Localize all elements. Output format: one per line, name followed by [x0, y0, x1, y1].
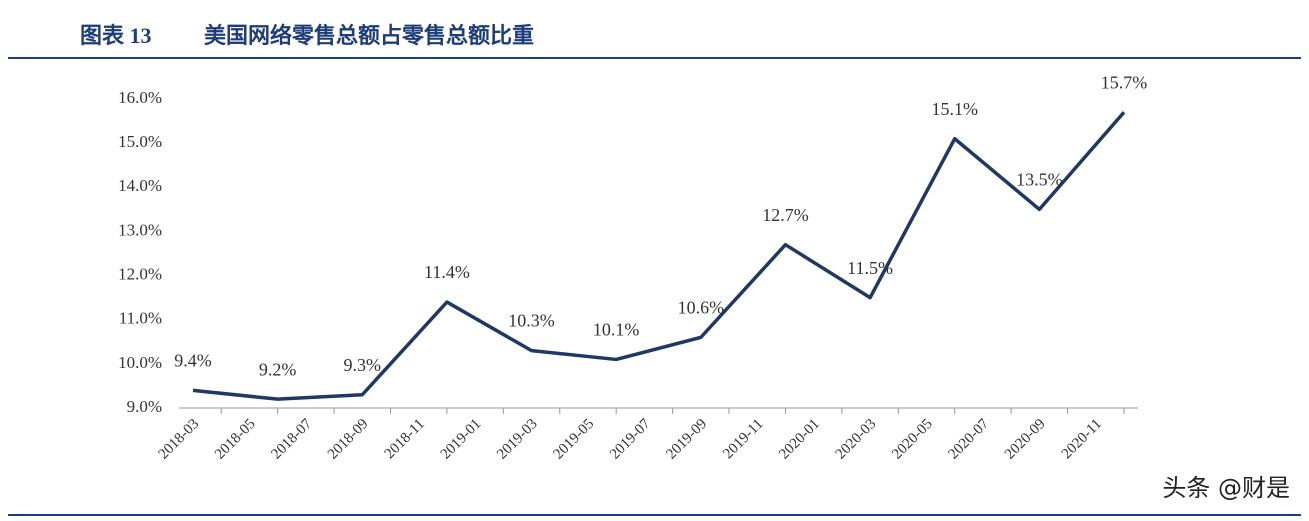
data-line	[192, 111, 1126, 401]
y-tick-label: 12.0%	[118, 264, 162, 283]
x-tick-label: 2020-05	[889, 416, 936, 463]
x-tick-label: 2019-05	[551, 416, 598, 463]
data-label: 12.7%	[762, 205, 809, 225]
data-label: 9.2%	[259, 359, 297, 379]
data-label: 11.4%	[424, 262, 470, 282]
chart-title: 美国网络零售总额占零售总额比重	[204, 23, 534, 48]
x-tick-label: 2018-05	[212, 416, 259, 463]
data-label: 13.5%	[1016, 169, 1063, 189]
y-tick-label: 15.0%	[118, 132, 162, 151]
x-tick-label: 2018-11	[382, 416, 428, 462]
x-tick-label: 2018-03	[156, 416, 203, 463]
y-tick-label: 13.0%	[118, 220, 162, 239]
x-tick-label: 2020-01	[776, 416, 823, 463]
y-tick-label: 14.0%	[118, 176, 162, 195]
data-label: 10.1%	[593, 320, 640, 340]
x-tick-label: 2019-03	[494, 416, 541, 463]
data-label: 15.1%	[931, 99, 978, 119]
y-tick-label: 9.0%	[127, 397, 162, 416]
x-tick-label: 2020-09	[1002, 416, 1049, 463]
x-tick-label: 2018-07	[268, 416, 315, 463]
watermark: 头条 @财是	[1162, 474, 1290, 502]
x-tick-label: 2018-09	[325, 416, 372, 463]
x-tick-label: 2020-07	[946, 416, 993, 463]
data-label: 9.3%	[344, 355, 382, 375]
y-tick-label: 10.0%	[118, 353, 162, 372]
data-label: 15.7%	[1101, 72, 1148, 92]
x-tick-label: 2019-09	[663, 416, 710, 463]
y-tick-label: 16.0%	[118, 88, 162, 107]
data-label: 11.5%	[847, 258, 893, 278]
x-tick-label: 2019-01	[438, 416, 485, 463]
x-tick-label: 2019-11	[720, 416, 766, 462]
y-tick-label: 11.0%	[119, 309, 162, 328]
x-tick-label: 2020-11	[1059, 416, 1105, 462]
x-tick-label: 2019-07	[607, 416, 654, 463]
data-label: 10.3%	[508, 311, 555, 331]
x-tick-label: 2020-03	[833, 416, 880, 463]
figure-label: 图表 13	[80, 23, 152, 48]
data-label: 9.4%	[174, 350, 212, 370]
data-label: 10.6%	[678, 297, 725, 317]
